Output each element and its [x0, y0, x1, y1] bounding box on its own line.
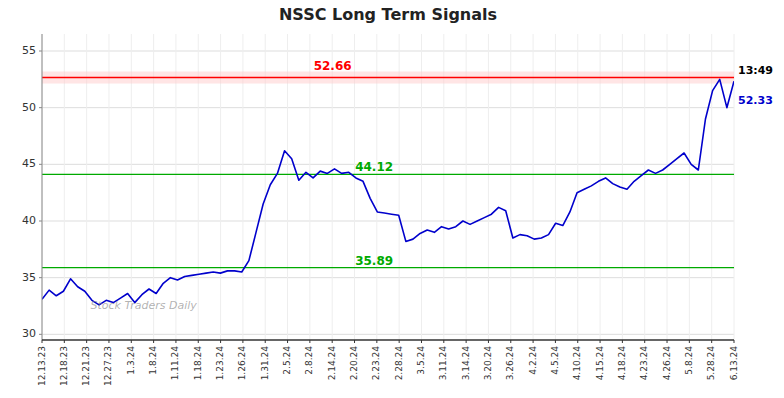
- y-tick: [39, 107, 42, 108]
- x-tick: [242, 340, 243, 343]
- x-tick-label: 4.15.24: [595, 346, 605, 381]
- x-tick-label: 4.23.24: [639, 346, 649, 381]
- x-tick-label: 2.5.24: [282, 346, 292, 375]
- x-tick: [644, 340, 645, 343]
- x-tick: [443, 340, 444, 343]
- x-tick: [86, 340, 87, 343]
- x-tick-label: 1.26.24: [237, 346, 247, 381]
- x-tick-label: 3.11.24: [438, 346, 448, 381]
- y-grid-line: [42, 107, 734, 108]
- x-tick: [64, 340, 65, 343]
- y-axis-line: [42, 34, 43, 340]
- x-tick: [42, 340, 43, 343]
- last-time: 13:49: [738, 64, 773, 77]
- reference-label: 52.66: [314, 59, 352, 73]
- x-tick: [667, 340, 668, 343]
- y-tick: [39, 51, 42, 52]
- x-tick-label: 2.14.24: [327, 346, 337, 381]
- reference-label: 35.89: [355, 254, 393, 268]
- x-tick-label: 12.27.23: [103, 346, 113, 386]
- x-tick-label: 4.10.24: [572, 346, 582, 381]
- x-tick-label: 1.3.24: [126, 346, 136, 375]
- y-tick-label: 35: [22, 271, 36, 284]
- x-tick: [711, 340, 712, 343]
- x-tick-label: 2.28.24: [394, 346, 404, 381]
- y-grid-line: [42, 51, 734, 52]
- x-tick-label: 1.23.24: [215, 346, 225, 381]
- title: NSSC Long Term Signals: [279, 5, 497, 24]
- x-tick: [421, 340, 422, 343]
- y-tick: [39, 164, 42, 165]
- x-tick-label: 12.18.23: [59, 346, 69, 386]
- x-tick: [108, 340, 109, 343]
- x-tick-label: 5.8.24: [684, 346, 694, 375]
- x-tick: [354, 340, 355, 343]
- x-axis-line: [42, 339, 734, 341]
- y-tick: [39, 277, 42, 278]
- y-tick: [39, 221, 42, 222]
- x-tick: [577, 340, 578, 343]
- x-tick-label: 3.26.24: [505, 346, 515, 381]
- reference-label: 44.12: [355, 160, 393, 174]
- y-tick-label: 45: [22, 157, 36, 170]
- x-tick: [332, 340, 333, 343]
- x-tick: [131, 340, 132, 343]
- x-tick: [510, 340, 511, 343]
- y-tick-label: 40: [22, 214, 36, 227]
- x-tick: [488, 340, 489, 343]
- y-grid-line: [42, 221, 734, 222]
- x-tick-label: 4.18.24: [617, 346, 627, 381]
- x-tick: [600, 340, 601, 343]
- x-tick-label: 1.11.24: [170, 346, 180, 381]
- x-tick: [153, 340, 154, 343]
- x-tick-label: 4.26.24: [662, 346, 672, 381]
- x-tick: [533, 340, 534, 343]
- x-tick: [287, 340, 288, 343]
- x-tick-label: 1.31.24: [260, 346, 270, 381]
- y-grid-line: [42, 277, 734, 278]
- x-tick: [689, 340, 690, 343]
- reference-line: [42, 77, 734, 78]
- x-tick-label: 3.20.24: [483, 346, 493, 381]
- y-tick-label: 50: [22, 101, 36, 114]
- last-price: 52.33: [738, 94, 773, 107]
- reference-band: [42, 72, 734, 84]
- chart: 30 35 40 45 50 55 12.13.23 12.18.23 12.21.23 12.2…: [0, 0, 784, 398]
- x-tick-label: 2.20.24: [349, 346, 359, 381]
- x-grid-line: [42, 34, 43, 340]
- y-tick-label: 30: [22, 327, 36, 340]
- x-tick-label: 5.28.24: [706, 346, 716, 381]
- x-tick-label: 2.8.24: [304, 346, 314, 375]
- x-tick-label: 12.13.23: [37, 346, 47, 386]
- axes: 30 35 40 45 50 55 12.13.23 12.18.23 12.21.23 12.2…: [22, 34, 739, 386]
- y-tick-label: 55: [22, 44, 36, 57]
- x-tick-label: 12.21.23: [81, 346, 91, 386]
- x-tick: [198, 340, 199, 343]
- x-tick: [734, 340, 735, 343]
- x-tick-label: 6.13.24: [729, 346, 739, 381]
- x-tick-label: 2.23.24: [371, 346, 381, 381]
- y-tick: [39, 334, 42, 335]
- x-tick: [376, 340, 377, 343]
- x-tick: [622, 340, 623, 343]
- x-tick: [220, 340, 221, 343]
- x-tick: [466, 340, 467, 343]
- x-tick-label: 3.14.24: [461, 346, 471, 381]
- x-tick: [555, 340, 556, 343]
- x-tick: [399, 340, 400, 343]
- x-tick: [175, 340, 176, 343]
- y-grid-line: [42, 334, 734, 335]
- grid: [42, 34, 734, 340]
- x-tick: [309, 340, 310, 343]
- x-tick-label: 1.18.24: [193, 346, 203, 381]
- x-tick: [265, 340, 266, 343]
- plot-area: [42, 72, 734, 305]
- price-line: [42, 79, 734, 305]
- x-tick-label: 3.5.24: [416, 346, 426, 375]
- x-tick-label: 4.5.24: [550, 346, 560, 375]
- x-tick-label: 4.2.24: [528, 346, 538, 375]
- watermark: Stock Traders Daily: [90, 299, 197, 312]
- x-tick-label: 1.8.24: [148, 346, 158, 375]
